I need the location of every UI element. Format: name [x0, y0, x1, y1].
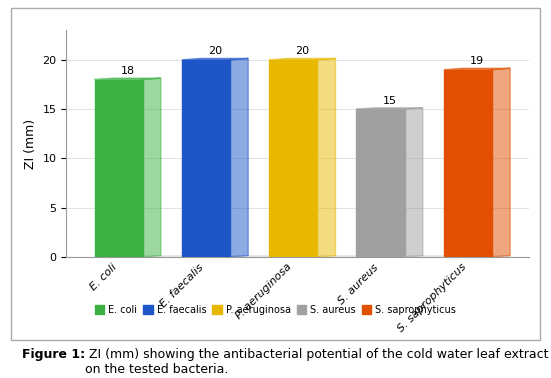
Polygon shape: [230, 59, 248, 257]
Text: Figure 1:: Figure 1:: [22, 348, 85, 361]
Polygon shape: [492, 68, 510, 257]
Polygon shape: [356, 108, 423, 109]
Bar: [269, 60, 317, 257]
Text: 19: 19: [470, 56, 484, 66]
Text: ZI (mm) showing the antibacterial potential of the cold water leaf extract on th: ZI (mm) showing the antibacterial potent…: [85, 348, 549, 376]
Polygon shape: [404, 108, 423, 257]
Bar: [182, 60, 230, 257]
Y-axis label: ZI (mm): ZI (mm): [24, 119, 37, 169]
Polygon shape: [269, 59, 336, 60]
Polygon shape: [95, 78, 161, 79]
Polygon shape: [444, 68, 510, 70]
Legend: E. coli, E. faecalis, P. aeruginosa, S. aureus, S. saprophyticus: E. coli, E. faecalis, P. aeruginosa, S. …: [92, 302, 459, 318]
Polygon shape: [317, 59, 336, 257]
Bar: [444, 70, 492, 257]
Text: 20: 20: [208, 46, 222, 56]
Text: 15: 15: [383, 96, 397, 106]
Polygon shape: [95, 256, 510, 257]
Text: 20: 20: [295, 46, 310, 56]
Polygon shape: [143, 78, 161, 257]
Text: 18: 18: [121, 66, 135, 76]
Polygon shape: [182, 59, 248, 60]
Bar: [356, 109, 404, 257]
Bar: [95, 79, 143, 257]
